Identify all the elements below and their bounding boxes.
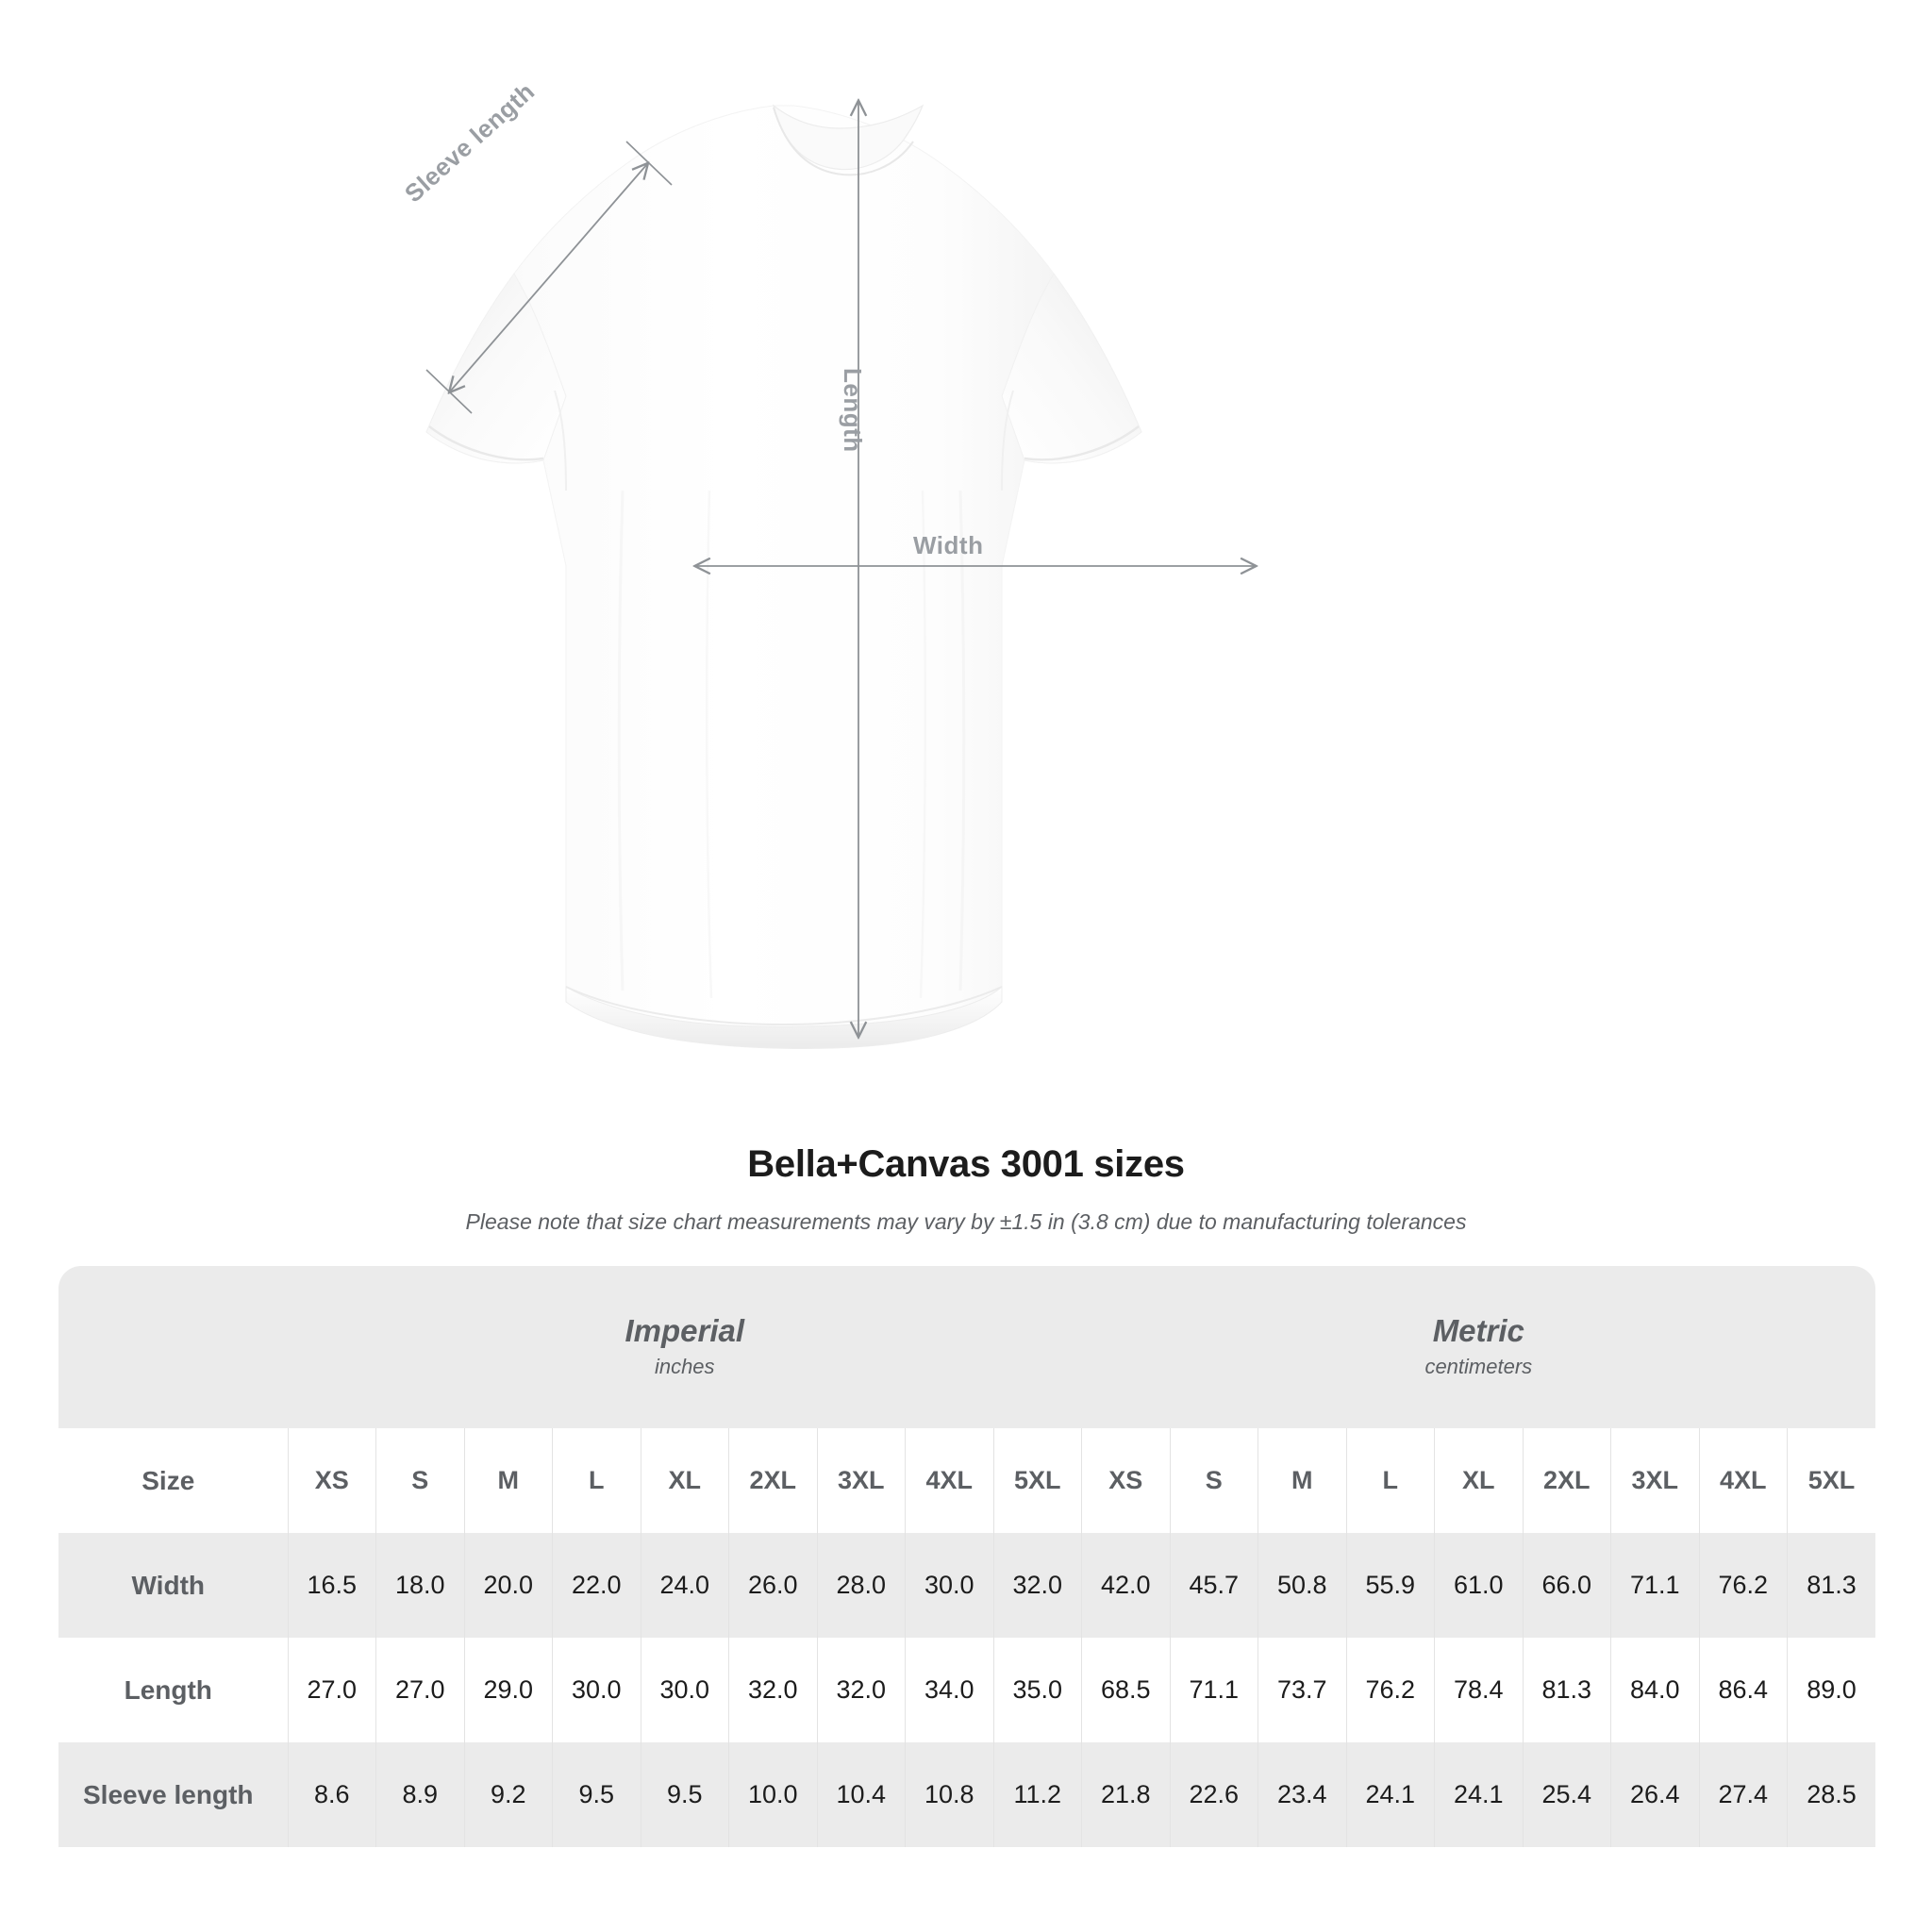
row-label: Sleeve length	[58, 1742, 288, 1847]
size-header-cell: XL	[1434, 1428, 1523, 1533]
size-header-cell: L	[552, 1428, 641, 1533]
unit-name-imperial: Imperial	[625, 1312, 745, 1348]
size-chart-table-wrapper: Imperial inches Metric centimeters Size X…	[58, 1266, 1876, 1847]
measurement-cell: 34.0	[905, 1638, 993, 1742]
size-header-cell: 4XL	[1698, 1428, 1788, 1533]
measurement-cell: 29.0	[463, 1638, 553, 1742]
measurement-cell: 78.4	[1434, 1638, 1523, 1742]
size-chart-table: Imperial inches Metric centimeters Size X…	[58, 1266, 1876, 1847]
measurement-cell: 26.0	[728, 1533, 817, 1638]
size-header-cell: 3XL	[1610, 1428, 1699, 1533]
measurement-cell: 16.5	[287, 1533, 376, 1638]
table-row-length: Length 27.0 27.0 29.0 30.0 30.0 32.0 32.0 34.0 35…	[58, 1638, 1876, 1742]
measurement-cell: 18.0	[375, 1533, 464, 1638]
size-header-cell: XS	[1081, 1428, 1170, 1533]
measurement-cell: 61.0	[1434, 1533, 1523, 1638]
measurement-cell: 27.4	[1698, 1742, 1788, 1847]
measurement-cell: 20.0	[463, 1533, 553, 1638]
measurement-cell: 89.0	[1787, 1638, 1876, 1742]
measurement-cell: 24.1	[1434, 1742, 1523, 1847]
measurement-cell: 30.0	[640, 1638, 729, 1742]
unit-sub-imperial: inches	[654, 1355, 715, 1379]
measurement-cell: 8.9	[375, 1742, 464, 1847]
measurement-cell: 9.5	[552, 1742, 641, 1847]
measurement-cell: 10.4	[816, 1742, 906, 1847]
measurement-cell: 32.0	[992, 1533, 1082, 1638]
measurement-cell: 23.4	[1257, 1742, 1346, 1847]
size-header-cell: S	[375, 1428, 464, 1533]
measurement-cell: 30.0	[905, 1533, 993, 1638]
measurement-cell: 45.7	[1169, 1533, 1258, 1638]
page-title: Bella+Canvas 3001 sizes	[747, 1143, 1185, 1185]
measurement-cell: 32.0	[816, 1638, 906, 1742]
table-row-width: Width 16.5 18.0 20.0 22.0 24.0 26.0 28.0 30.0 32.…	[58, 1533, 1876, 1638]
measurement-cell: 71.1	[1610, 1533, 1699, 1638]
measurement-cell: 25.4	[1522, 1742, 1611, 1847]
unit-header-metric: Metric centimeters	[1081, 1266, 1876, 1428]
measurement-cell: 42.0	[1081, 1533, 1170, 1638]
size-header-cell: L	[1345, 1428, 1435, 1533]
measurement-cell: 9.2	[463, 1742, 553, 1847]
size-header-cell: 5XL	[992, 1428, 1082, 1533]
row-label: Size	[58, 1428, 288, 1533]
page-subtitle: Please note that size chart measurements…	[465, 1209, 1467, 1234]
measurement-cell: 28.5	[1787, 1742, 1876, 1847]
measurement-cell: 66.0	[1522, 1533, 1611, 1638]
size-header-row: Size XS S M L XL 2XL 3XL 4XL 5XL XS S M L XL 2XL 3XL 4XL 5…	[58, 1428, 1876, 1533]
row-label: Length	[58, 1638, 288, 1742]
measurement-cell: 86.4	[1698, 1638, 1788, 1742]
measurement-cell: 27.0	[287, 1638, 376, 1742]
measurement-cell: 24.0	[640, 1533, 729, 1638]
annotation-width: Width	[913, 531, 984, 559]
measurement-cell: 71.1	[1169, 1638, 1258, 1742]
tshirt-illustration	[425, 0, 1932, 1049]
measurement-cell: 84.0	[1610, 1638, 1699, 1742]
unit-header-imperial: Imperial inches	[288, 1266, 1082, 1428]
measurement-cell: 21.8	[1081, 1742, 1170, 1847]
size-header-cell: M	[1257, 1428, 1346, 1533]
annotation-length: Length	[839, 368, 867, 453]
measurement-cell: 10.0	[728, 1742, 817, 1847]
measurement-cell: 81.3	[1522, 1638, 1611, 1742]
measurement-cell: 24.1	[1345, 1742, 1435, 1847]
size-header-cell: 5XL	[1787, 1428, 1876, 1533]
tshirt-measurement-diagram: Sleeve length Length Width	[399, 0, 1932, 1049]
measurement-cell: 9.5	[640, 1742, 729, 1847]
measurement-cell: 22.0	[552, 1533, 641, 1638]
measurement-cell: 11.2	[992, 1742, 1082, 1847]
size-header-cell: 4XL	[905, 1428, 993, 1533]
unit-system-header-row: Imperial inches Metric centimeters	[58, 1266, 1876, 1428]
measurement-cell: 81.3	[1787, 1533, 1876, 1638]
measurement-cell: 76.2	[1345, 1638, 1435, 1742]
measurement-cell: 22.6	[1169, 1742, 1258, 1847]
measurement-cell: 73.7	[1257, 1638, 1346, 1742]
size-header-cell: XL	[640, 1428, 729, 1533]
diagonal-double-arrow-icon	[425, 141, 673, 414]
measurement-cell: 26.4	[1610, 1742, 1699, 1847]
size-header-cell: 3XL	[816, 1428, 906, 1533]
measurement-cell: 76.2	[1698, 1533, 1788, 1638]
unit-sub-metric: centimeters	[1424, 1355, 1533, 1379]
size-header-cell: XS	[287, 1428, 376, 1533]
unit-name-metric: Metric	[1432, 1312, 1524, 1348]
measurement-cell: 27.0	[375, 1638, 464, 1742]
measurement-cell: 8.6	[287, 1742, 376, 1847]
measurement-cell: 32.0	[728, 1638, 817, 1742]
measurement-cell: 30.0	[552, 1638, 641, 1742]
size-header-cell: S	[1169, 1428, 1258, 1533]
size-header-cell: M	[463, 1428, 553, 1533]
measurement-cell: 50.8	[1257, 1533, 1346, 1638]
measurement-cell: 35.0	[992, 1638, 1082, 1742]
shirt-shape	[425, 104, 1142, 1049]
measurement-cell: 55.9	[1345, 1533, 1435, 1638]
measurement-cell: 28.0	[816, 1533, 906, 1638]
size-header-cell: 2XL	[1522, 1428, 1611, 1533]
row-label: Width	[58, 1533, 288, 1638]
size-header-cell: 2XL	[728, 1428, 817, 1533]
table-row-sleeve-length: Sleeve length 8.6 8.9 9.2 9.5 9.5 10.0 10.4 10.8…	[58, 1742, 1876, 1847]
unit-header-spacer	[58, 1266, 288, 1428]
measurement-cell: 10.8	[905, 1742, 993, 1847]
measurement-cell: 68.5	[1081, 1638, 1170, 1742]
